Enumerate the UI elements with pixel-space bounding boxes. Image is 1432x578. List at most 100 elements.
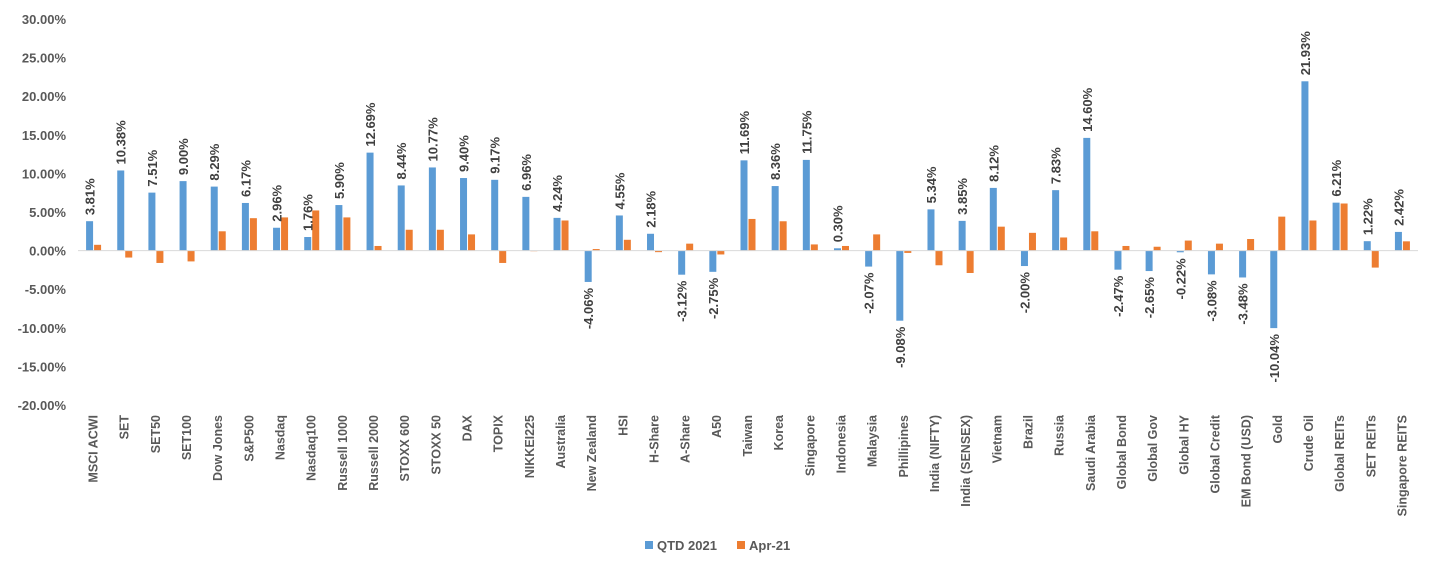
bar-qtd-2021: [1020, 250, 1028, 267]
bar-apr-21: [125, 250, 133, 258]
bar-apr-21: [1402, 241, 1410, 251]
data-label-qtd: -3.08%: [1204, 280, 1219, 322]
data-label-qtd: 10.38%: [114, 120, 129, 165]
bar-qtd-2021: [86, 221, 94, 251]
data-label-qtd: -3.48%: [1236, 283, 1251, 325]
bar-apr-21: [1122, 245, 1130, 251]
bar-apr-21: [1215, 243, 1223, 251]
x-category-label: A-Share: [679, 415, 693, 463]
bar-apr-21: [561, 220, 569, 251]
bar-qtd-2021: [927, 209, 935, 251]
bar-apr-21: [94, 244, 102, 251]
x-category-label: S&P500: [242, 415, 256, 462]
y-tick-label: -5.00%: [25, 282, 67, 297]
data-label-qtd: -2.00%: [1017, 272, 1032, 314]
x-category-label: SET REITs: [1364, 415, 1378, 477]
x-category-label: Indonesia: [834, 414, 848, 473]
bar-qtd-2021: [1207, 250, 1215, 275]
data-label-qtd: 11.69%: [737, 111, 752, 155]
x-category-label: Global Bond: [1115, 415, 1129, 489]
x-category-label: Global REITs: [1333, 415, 1347, 492]
bar-apr-21: [156, 250, 164, 263]
bar-apr-21: [1371, 250, 1379, 268]
bar-qtd-2021: [335, 205, 343, 251]
data-label-qtd: 4.55%: [612, 172, 627, 209]
x-category-label: Crude Oil: [1302, 415, 1316, 471]
bar-qtd-2021: [1239, 250, 1247, 278]
bar-apr-21: [249, 218, 257, 251]
bar-qtd-2021: [615, 215, 623, 251]
data-label-qtd: 2.96%: [270, 184, 285, 221]
x-category-label: Phillipines: [897, 415, 911, 478]
y-axis: 30.00% 25.00% 20.00% 15.00% 10.00% 5.00% 0.00%…: [18, 12, 67, 413]
bar-qtd-2021: [1332, 202, 1340, 251]
data-label-qtd: 14.60%: [1080, 87, 1095, 132]
x-category-label: Singapore: [803, 415, 817, 476]
data-label-qtd: 4.24%: [550, 175, 565, 212]
x-category-label: Brazil: [1021, 415, 1035, 449]
data-label-qtd: 0.30%: [830, 205, 845, 242]
bar-qtd-2021: [833, 248, 841, 251]
bar-apr-21: [187, 250, 195, 262]
x-category-label: Singapore REITS: [1395, 415, 1409, 516]
bar-qtd-2021: [647, 233, 655, 251]
data-label-qtd: 7.51%: [145, 149, 160, 186]
x-category-label: Global Credit: [1208, 414, 1222, 493]
x-category-label: India (NIFTY): [928, 415, 942, 492]
legend: QTD 2021 Apr-21: [645, 538, 790, 553]
data-label-qtd: 1.76%: [301, 194, 316, 231]
bar-qtd-2021: [397, 185, 405, 251]
x-category-label: Russell 2000: [367, 415, 381, 491]
bar-qtd-2021: [1394, 231, 1402, 251]
bar-qtd-2021: [989, 187, 997, 251]
data-label-qtd: 8.44%: [394, 142, 409, 179]
y-tick-label: 15.00%: [22, 128, 67, 143]
data-label-qtd: 5.90%: [332, 162, 347, 199]
bar-apr-21: [499, 250, 507, 263]
x-axis-labels: MSCI ACWI SET SET50 SET100 Dow Jones S&P500 Na…: [87, 414, 1410, 516]
x-category-label: H-Share: [648, 415, 662, 463]
data-label-qtd: -0.22%: [1173, 258, 1188, 300]
data-label-qtd: -3.12%: [675, 280, 690, 322]
bar-qtd-2021: [1145, 250, 1153, 272]
bar-apr-21: [405, 229, 413, 251]
bar-apr-21: [592, 249, 600, 251]
bar-qtd-2021: [1270, 250, 1278, 329]
bar-apr-21: [748, 218, 756, 251]
data-label-qtd: 8.36%: [768, 143, 783, 180]
bar-apr-21: [841, 245, 849, 251]
bar-apr-21: [966, 250, 974, 273]
x-category-label: NIKKEI225: [523, 415, 537, 478]
x-category-label: Australia: [554, 414, 568, 469]
bar-qtd-2021: [210, 186, 218, 251]
bar-apr-21: [1184, 240, 1192, 251]
bar-qtd-2021: [802, 159, 810, 251]
x-category-label: Saudi Arabia: [1084, 414, 1098, 491]
bar-qtd-2021: [709, 250, 717, 272]
x-category-label: EM Bond (USD): [1240, 415, 1254, 507]
bar-qtd-2021: [273, 227, 281, 251]
bar-qtd-2021: [179, 181, 187, 251]
bar-qtd-2021: [117, 170, 125, 251]
data-label-qtd: 9.40%: [457, 135, 472, 172]
bar-apr-21: [343, 217, 351, 251]
data-label-qtd: 10.77%: [425, 117, 440, 162]
data-label-qtd: 9.17%: [488, 137, 503, 174]
bar-apr-21: [468, 234, 476, 251]
y-tick-label: 20.00%: [22, 89, 67, 104]
x-category-label: STOXX 600: [398, 415, 412, 482]
bar-apr-21: [810, 244, 818, 251]
bar-qtd-2021: [553, 217, 561, 251]
bar-qtd-2021: [241, 202, 249, 251]
data-label-qtd: 6.21%: [1329, 159, 1344, 196]
y-tick-label: 5.00%: [29, 205, 66, 220]
x-category-label: SET: [118, 415, 132, 440]
bar-apr-21: [686, 243, 694, 251]
data-label-qtd: -9.08%: [893, 326, 908, 368]
x-category-label: STOXX 50: [429, 415, 443, 475]
bar-apr-21: [623, 239, 631, 251]
bar-apr-21: [1309, 220, 1317, 251]
x-category-label: Vietnam: [990, 415, 1004, 463]
bar-qtd-2021: [584, 250, 592, 282]
bar-apr-21: [436, 229, 444, 251]
